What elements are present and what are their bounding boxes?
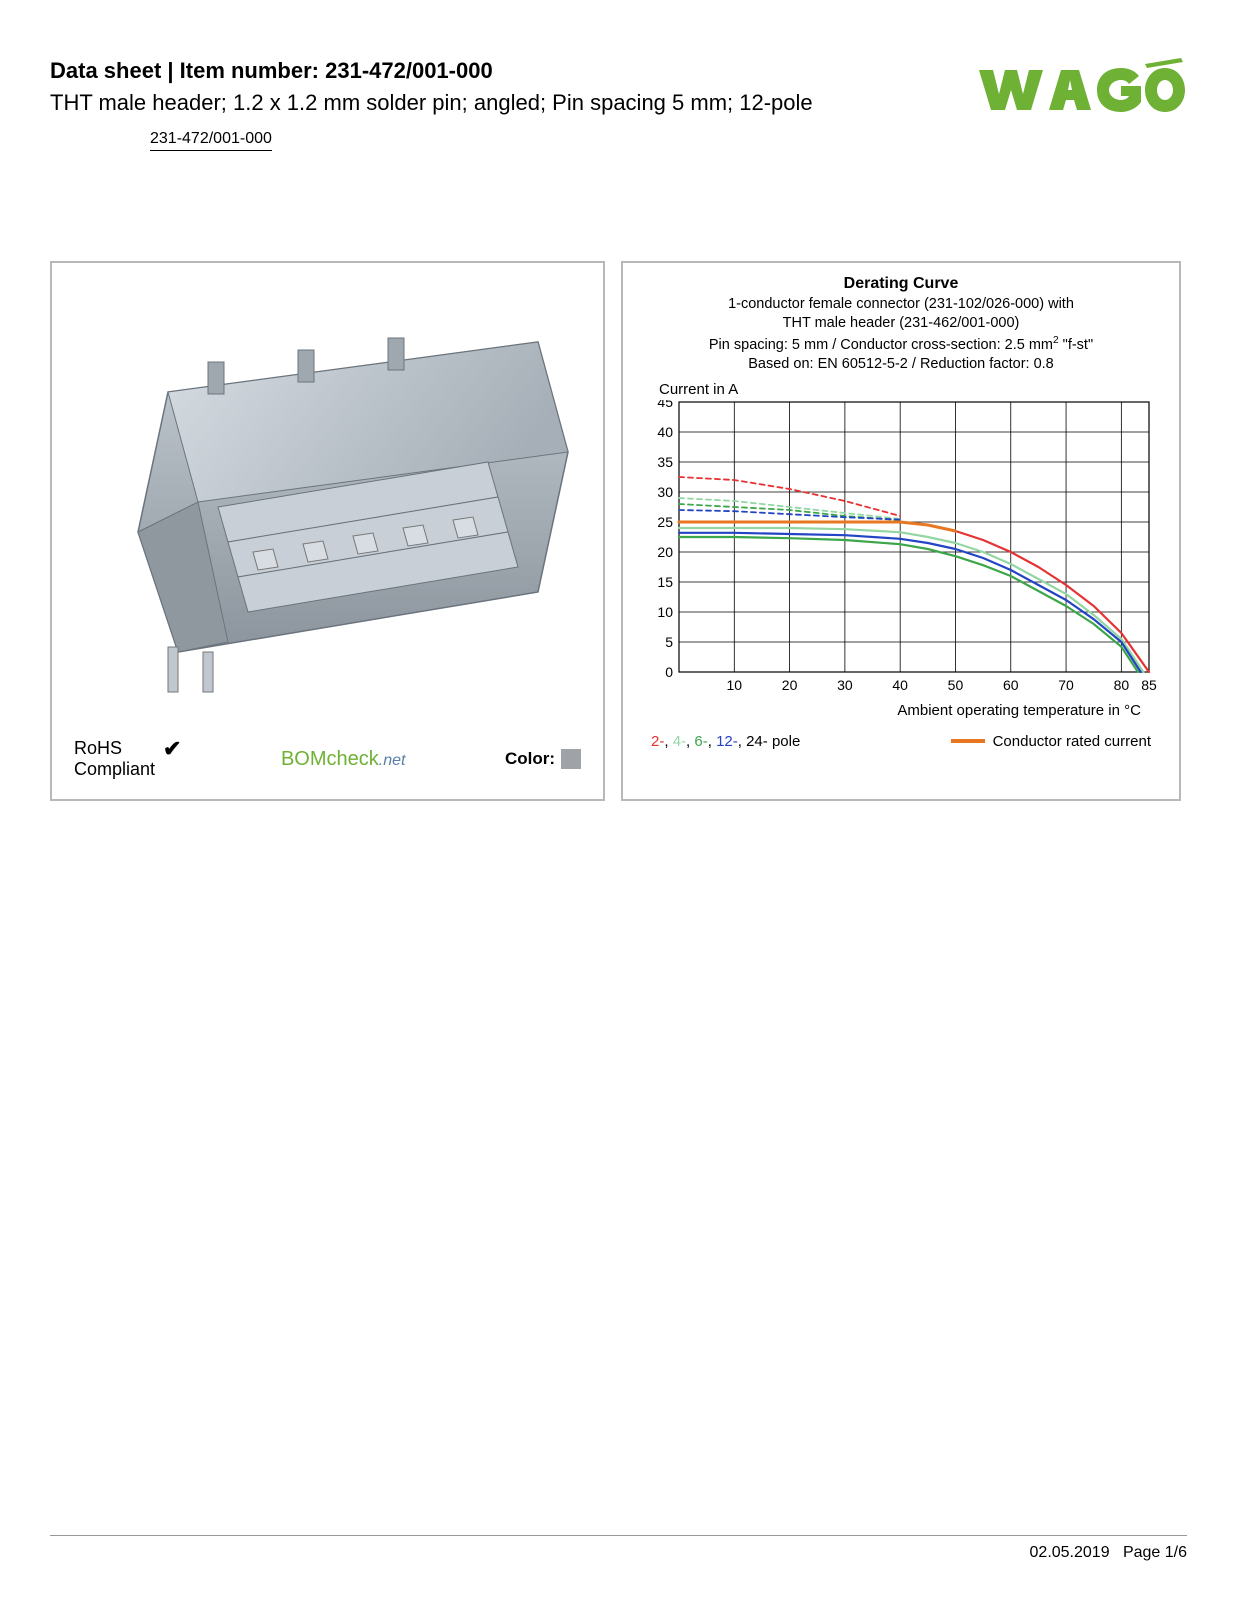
svg-text:20: 20	[657, 544, 673, 560]
rohs-label: RoHS	[74, 738, 122, 758]
footer-date: 02.05.2019	[1030, 1544, 1110, 1561]
legend-conductor-label: Conductor rated current	[993, 733, 1151, 750]
svg-text:10: 10	[657, 604, 673, 620]
svg-text:80: 80	[1114, 677, 1130, 693]
item-number: 231-472/001-000	[325, 58, 493, 83]
chart-title: Derating Curve	[641, 273, 1161, 295]
bomcheck-suffix: .net	[379, 752, 406, 769]
svg-text:85: 85	[1141, 677, 1157, 693]
svg-text:45: 45	[657, 400, 673, 410]
svg-text:10: 10	[727, 677, 743, 693]
bomcheck-logo: BOMcheck.net	[281, 748, 406, 771]
chart-sub3-prefix: Pin spacing: 5 mm / Conductor cross-sect…	[709, 337, 1053, 353]
footer-page: Page 1/6	[1123, 1544, 1187, 1561]
svg-text:25: 25	[657, 514, 673, 530]
chart-sub1: 1-conductor female connector (231-102/02…	[641, 295, 1161, 315]
color-label-text: Color:	[505, 749, 555, 769]
wago-logo	[977, 58, 1187, 121]
chart-sub2: THT male header (231-462/001-000)	[641, 314, 1161, 334]
rohs-label2: Compliant	[74, 759, 155, 779]
page-title: Data sheet | Item number: 231-472/001-00…	[50, 58, 977, 84]
panels-row: RoHS Compliant ✔ BOMcheck.net Color: Der…	[50, 261, 1187, 801]
color-swatch	[561, 749, 581, 769]
chart-xlabel: Ambient operating temperature in °C	[641, 702, 1161, 719]
title-prefix: Data sheet | Item number:	[50, 58, 325, 83]
subtitle: THT male header; 1.2 x 1.2 mm solder pin…	[50, 90, 977, 116]
chart-legend: 2-, 4-, 6-, 12-, 24- pole Conductor rate…	[641, 733, 1161, 750]
footer: 02.05.2019 Page 1/6	[50, 1535, 1187, 1562]
color-indicator: Color:	[505, 749, 581, 769]
svg-text:40: 40	[892, 677, 908, 693]
svg-text:40: 40	[657, 424, 673, 440]
legend-conductor: Conductor rated current	[951, 733, 1151, 750]
chart-panel: Derating Curve 1-conductor female connec…	[621, 261, 1181, 801]
product-image	[64, 275, 591, 730]
part-number-link[interactable]: 231-472/001-000	[150, 130, 272, 151]
svg-text:70: 70	[1058, 677, 1074, 693]
svg-text:35: 35	[657, 454, 673, 470]
header: Data sheet | Item number: 231-472/001-00…	[50, 58, 1187, 151]
chart-ylabel: Current in A	[659, 381, 1161, 398]
chart-sub3: Pin spacing: 5 mm / Conductor cross-sect…	[641, 334, 1161, 355]
chart-sub4: Based on: EN 60512-5-2 / Reduction facto…	[641, 355, 1161, 375]
check-icon: ✔	[163, 736, 181, 762]
svg-text:30: 30	[657, 484, 673, 500]
header-text: Data sheet | Item number: 231-472/001-00…	[50, 58, 977, 151]
svg-text:50: 50	[948, 677, 964, 693]
svg-text:0: 0	[665, 664, 673, 680]
svg-text:30: 30	[837, 677, 853, 693]
derating-chart: 0 5 10 15 20 25 30 35 40 45 10 20 30 40 50 60 70 80 85	[641, 400, 1161, 698]
svg-text:60: 60	[1003, 677, 1019, 693]
compliance-row: RoHS Compliant ✔ BOMcheck.net Color:	[64, 730, 591, 787]
svg-text:20: 20	[782, 677, 798, 693]
chart-header: Derating Curve 1-conductor female connec…	[641, 273, 1161, 375]
chart-sub3-suffix: "f-st"	[1059, 337, 1093, 353]
svg-text:15: 15	[657, 574, 673, 590]
legend-line-icon	[951, 739, 985, 743]
legend-series: 2-, 4-, 6-, 12-, 24- pole	[651, 733, 800, 750]
product-panel: RoHS Compliant ✔ BOMcheck.net Color:	[50, 261, 605, 801]
rohs-compliant: RoHS Compliant ✔	[74, 738, 181, 781]
svg-text:5: 5	[665, 634, 673, 650]
bomcheck-main: BOMcheck	[281, 748, 379, 770]
